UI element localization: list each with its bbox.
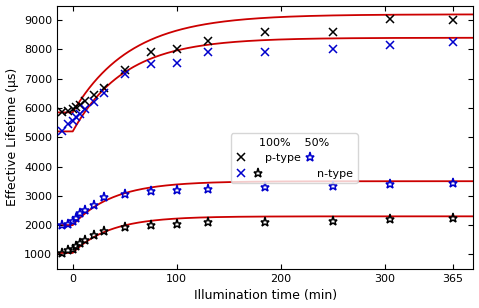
Legend: , , p-type, , , n-type: , , p-type, , , n-type <box>231 133 358 183</box>
Y-axis label: Effective Lifetime (μs): Effective Lifetime (μs) <box>6 68 19 206</box>
X-axis label: Illumination time (min): Illumination time (min) <box>194 290 337 302</box>
